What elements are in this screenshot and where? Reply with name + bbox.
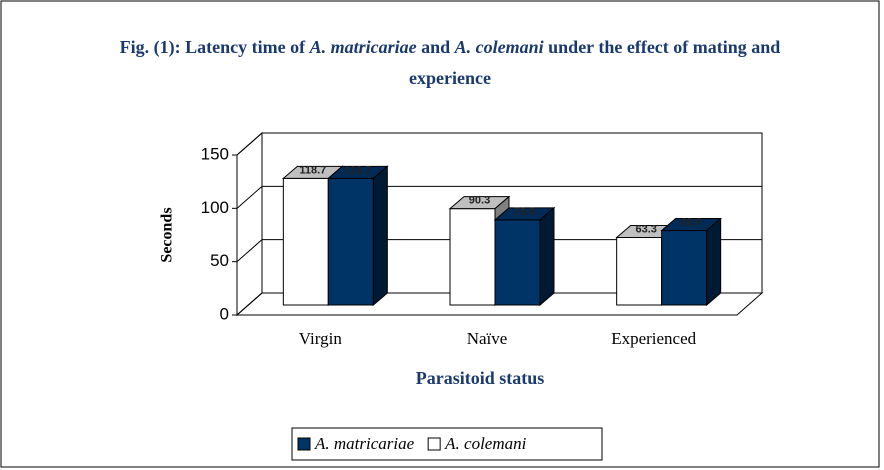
grid-line (236, 185, 762, 209)
legend-swatch (427, 437, 441, 451)
grid-line (236, 132, 762, 156)
bar-side (372, 165, 388, 307)
x-axis-label: Parasitoid status (416, 368, 545, 388)
y-tick-label: 0 (220, 304, 229, 323)
legend-swatch (297, 437, 311, 451)
bar (327, 177, 374, 306)
bar-side (706, 217, 722, 307)
data-label: 79.8 (514, 206, 535, 218)
bar (282, 177, 329, 306)
side-wall (236, 131, 263, 317)
y-tick-label: 50 (210, 251, 229, 270)
legend-label: A. colemani (444, 434, 526, 453)
grid-line (236, 239, 762, 263)
x-tick-label: Experienced (611, 329, 696, 348)
data-label: 118.7 (344, 164, 371, 176)
data-label: 118.7 (299, 164, 326, 176)
x-tick-label: Naïve (467, 329, 508, 348)
bar (494, 219, 541, 306)
x-tick-label: Virgin (299, 329, 343, 348)
data-label: 69.8 (680, 216, 701, 228)
chart-title: Fig. (1): Latency time of A. matricariae… (119, 37, 781, 88)
y-tick-label: 100 (201, 198, 229, 217)
legend-label: A. matricariae (314, 434, 415, 453)
data-label: 63.3 (635, 223, 656, 235)
data-label: 90.3 (469, 195, 490, 207)
bar (616, 236, 663, 306)
legend-box (291, 427, 603, 461)
y-tick-label: 150 (201, 144, 229, 163)
y-axis-label: Seconds (159, 207, 176, 262)
bar (661, 230, 708, 306)
grid-line (236, 292, 762, 316)
bar-side (539, 206, 555, 307)
bar (449, 208, 496, 306)
